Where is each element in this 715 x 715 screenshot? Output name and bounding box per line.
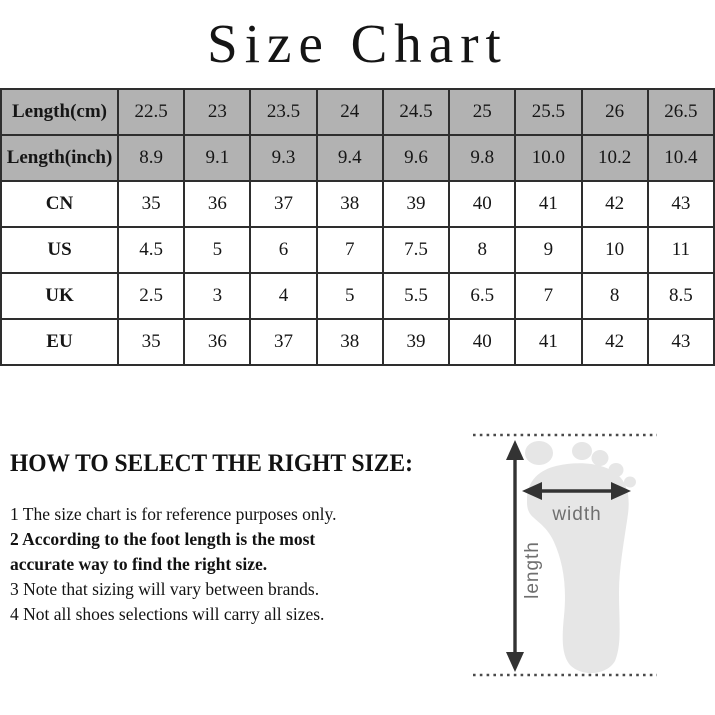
table-row: Length(cm) 22.5 23 23.5 24 24.5 25 25.5 26 26.5 [0,88,715,136]
toe-4 [608,463,624,477]
footprint-icon [525,441,636,674]
size-cell: 38 [315,318,384,366]
size-cell: 25 [448,88,517,136]
size-cell: 23 [183,88,252,136]
size-cell: 5 [183,226,252,274]
footprint-sole [527,463,629,674]
size-cell: 23.5 [249,88,318,136]
size-cell: 4.5 [116,226,186,274]
size-cell: 40 [448,180,517,228]
size-cell: 9.3 [249,134,318,182]
size-cell: 26 [580,88,649,136]
size-cell: 39 [381,180,451,228]
size-table: Length(cm) 22.5 23 23.5 24 24.5 25 25.5 26 26.5 Le… [0,88,715,366]
size-cell: 24.5 [381,88,451,136]
size-cell: 9.4 [315,134,384,182]
toe-3 [591,450,609,466]
width-label: width [551,504,601,525]
size-cell: 42 [580,318,649,366]
foot-measure-diagram: width length [473,433,657,677]
toe-5 [624,476,636,488]
size-cell: 7 [514,272,583,320]
size-cell: 36 [183,318,252,366]
row-header: EU [0,318,119,366]
size-cell: 43 [646,318,715,366]
size-cell: 9.8 [448,134,517,182]
size-cell: 5.5 [381,272,451,320]
size-cell: 35 [116,180,186,228]
row-header: US [0,226,119,274]
size-cell: 38 [315,180,384,228]
row-header: Length(inch) [0,134,119,182]
row-header: UK [0,272,119,320]
size-cell: 6.5 [448,272,517,320]
size-cell: 6 [249,226,318,274]
guide-note: 1 The size chart is for reference purpos… [10,504,337,524]
size-cell: 3 [183,272,252,320]
size-cell: 10.2 [580,134,649,182]
length-label: length [522,541,543,599]
guide-note: 3 Note that sizing will vary between bra… [10,579,320,599]
size-cell: 8 [448,226,517,274]
table-row: EU 35 36 37 38 39 40 41 42 43 [0,318,715,366]
size-cell: 41 [514,180,583,228]
size-cell: 40 [448,318,517,366]
size-table-body: Length(cm) 22.5 23 23.5 24 24.5 25 25.5 26 26.5 Le… [0,88,715,366]
table-row: Length(inch) 8.9 9.1 9.3 9.4 9.6 9.8 10.0 10.2 10… [0,134,715,182]
big-toe [525,441,553,465]
size-cell: 35 [116,318,186,366]
length-arrow [506,440,524,672]
size-cell: 8.5 [646,272,715,320]
size-cell: 26.5 [646,88,715,136]
guide-note: 4 Not all shoes selections will carry al… [10,604,325,624]
size-cell: 9.6 [381,134,451,182]
table-row: CN 35 36 37 38 39 40 41 42 43 [0,180,715,228]
width-arrow [522,482,631,500]
size-cell: 42 [580,180,649,228]
size-cell: 4 [249,272,318,320]
size-cell: 10.0 [514,134,583,182]
size-cell: 7.5 [381,226,451,274]
size-cell: 2.5 [116,272,186,320]
size-cell: 5 [315,272,384,320]
size-cell: 24 [315,88,384,136]
size-cell: 7 [315,226,384,274]
guide-heading: HOW TO SELECT THE RIGHT SIZE: [10,450,413,477]
size-cell: 10.4 [646,134,715,182]
size-cell: 10 [580,226,649,274]
table-row: UK 2.5 3 4 5 5.5 6.5 7 8 8.5 [0,272,715,320]
size-cell: 25.5 [514,88,583,136]
page-title: Size Chart [207,13,508,74]
size-guide-section: HOW TO SELECT THE RIGHT SIZE: 1 The size… [10,450,440,627]
size-cell: 39 [381,318,451,366]
size-cell: 8.9 [116,134,186,182]
size-cell: 37 [249,180,318,228]
row-header: Length(cm) [0,88,119,136]
size-cell: 9.1 [183,134,252,182]
row-header: CN [0,180,119,228]
size-cell: 22.5 [116,88,186,136]
size-cell: 8 [580,272,649,320]
guide-notes: 1 The size chart is for reference purpos… [10,502,382,627]
size-cell: 36 [183,180,252,228]
table-row: US 4.5 5 6 7 7.5 8 9 10 11 [0,226,715,274]
size-cell: 9 [514,226,583,274]
size-cell: 37 [249,318,318,366]
size-cell: 11 [646,226,715,274]
guide-note: 2 According to the foot length is the mo… [10,529,316,574]
size-cell: 43 [646,180,715,228]
toe-2 [572,442,592,460]
size-cell: 41 [514,318,583,366]
